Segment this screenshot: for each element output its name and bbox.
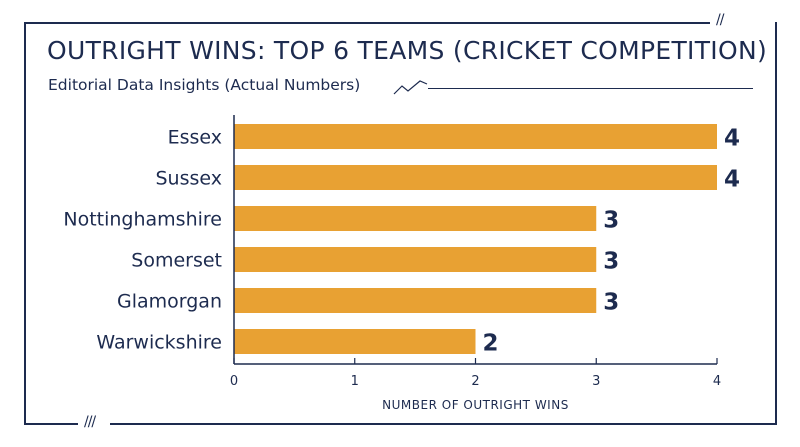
data-label: 2: [483, 331, 499, 357]
x-tick-label: 2: [471, 374, 479, 389]
bar-warwickshire: [234, 329, 476, 354]
subtitle-rule: [428, 88, 753, 89]
data-label: 4: [724, 167, 740, 193]
bar-nottinghamshire: [234, 206, 597, 231]
frame-slash-mark-top: //: [716, 12, 725, 28]
category-label: Warwickshire: [96, 332, 222, 354]
category-label: Somerset: [131, 250, 222, 272]
x-tick-label: 0: [230, 374, 238, 389]
category-label: Glamorgan: [117, 291, 222, 313]
chart-subtitle: Editorial Data Insights (Actual Numbers): [48, 76, 361, 94]
frame-top-line: [24, 22, 710, 24]
frame-bottom-line: [110, 423, 777, 425]
data-label: 4: [724, 126, 740, 152]
data-label: 3: [603, 208, 619, 234]
category-label: Sussex: [156, 168, 223, 190]
x-tick-label: 3: [592, 374, 600, 389]
frame-right-line: [775, 22, 777, 424]
x-tick-label: 1: [351, 374, 359, 389]
bar-glamorgan: [234, 288, 597, 313]
bar-sussex: [234, 165, 717, 190]
trend-line-icon: [393, 80, 428, 95]
category-label: Essex: [168, 127, 222, 149]
chart-title: OUTRIGHT WINS: TOP 6 TEAMS (CRICKET COMP…: [47, 36, 768, 65]
bar-essex: [234, 124, 717, 149]
x-tick-label: 4: [713, 374, 721, 389]
data-label: 3: [603, 290, 619, 316]
frame-bottom-left-stub: [24, 423, 78, 425]
data-label: 3: [603, 249, 619, 275]
bar-somerset: [234, 247, 597, 272]
category-label: Nottinghamshire: [63, 209, 222, 231]
frame-slash-mark-bottom: ///: [84, 414, 96, 430]
frame-left-line: [24, 22, 26, 424]
x-axis-title: NUMBER OF OUTRIGHT WINS: [382, 398, 569, 412]
